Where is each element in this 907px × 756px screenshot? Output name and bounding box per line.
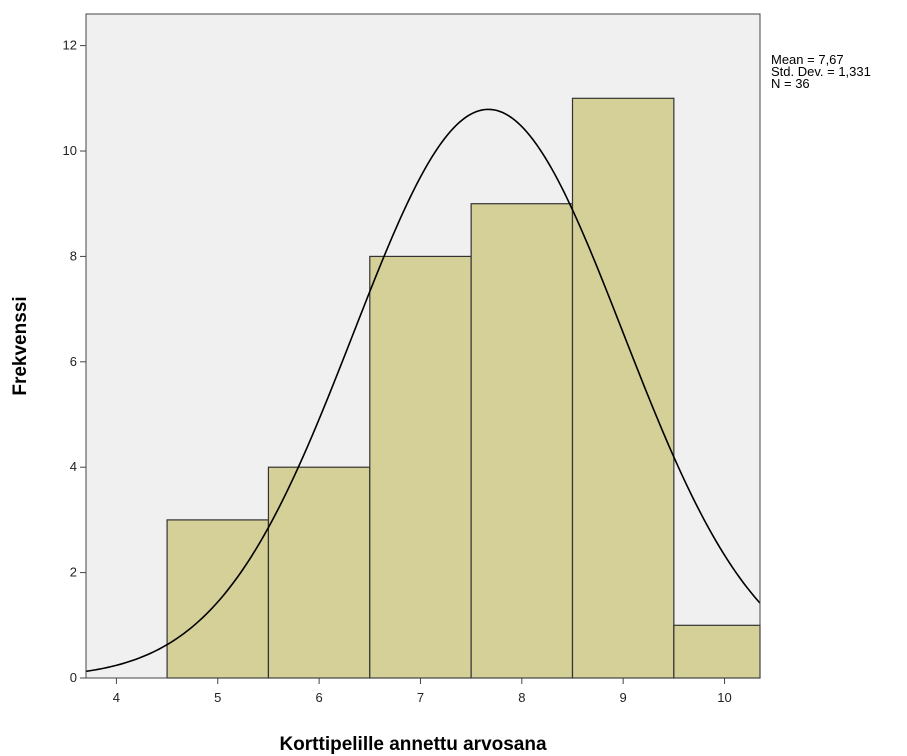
- histogram-bar-9: [571, 97, 675, 679]
- x-axis-title: Korttipelille annettu arvosana: [279, 734, 547, 755]
- y-tick-label: 10: [63, 143, 77, 158]
- stat-n: N = 36: [771, 76, 810, 91]
- y-axis-title: Frekvenssi: [10, 296, 31, 395]
- x-axis: 4 5 6 7 8 9 10: [113, 678, 732, 705]
- histogram-bar-5: [166, 519, 270, 679]
- y-tick-label: 4: [70, 459, 77, 474]
- y-tick-label: 6: [70, 354, 77, 369]
- histogram-bar-8: [470, 203, 574, 679]
- stat-mean: Mean = 7,67: [771, 52, 844, 67]
- x-tick-label: 6: [315, 690, 322, 705]
- y-tick-label: 2: [70, 565, 77, 580]
- plot-frame: [85, 13, 761, 679]
- x-tick-label: 4: [113, 690, 120, 705]
- stat-std-dev: Std. Dev. = 1,331: [771, 64, 871, 79]
- histogram-bar-6: [267, 466, 371, 679]
- histogram-bar-7: [369, 255, 472, 679]
- y-tick-label: 8: [70, 248, 77, 263]
- stats-legend: Mean = 7,67 Std. Dev. = 1,331 N = 36: [771, 52, 871, 91]
- normal-curve: [85, 108, 761, 673]
- x-tick-label: 9: [620, 690, 627, 705]
- x-tick-label: 8: [518, 690, 525, 705]
- histogram-bar-10: [673, 624, 761, 679]
- x-tick-label: 5: [214, 690, 221, 705]
- x-tick-label: 10: [717, 690, 731, 705]
- x-tick-label: 7: [417, 690, 424, 705]
- y-tick-label: 0: [70, 670, 77, 685]
- y-axis: 0 2 4 6 8 10 12: [63, 38, 86, 685]
- bars-group: [166, 97, 761, 679]
- y-tick-label: 12: [63, 38, 77, 53]
